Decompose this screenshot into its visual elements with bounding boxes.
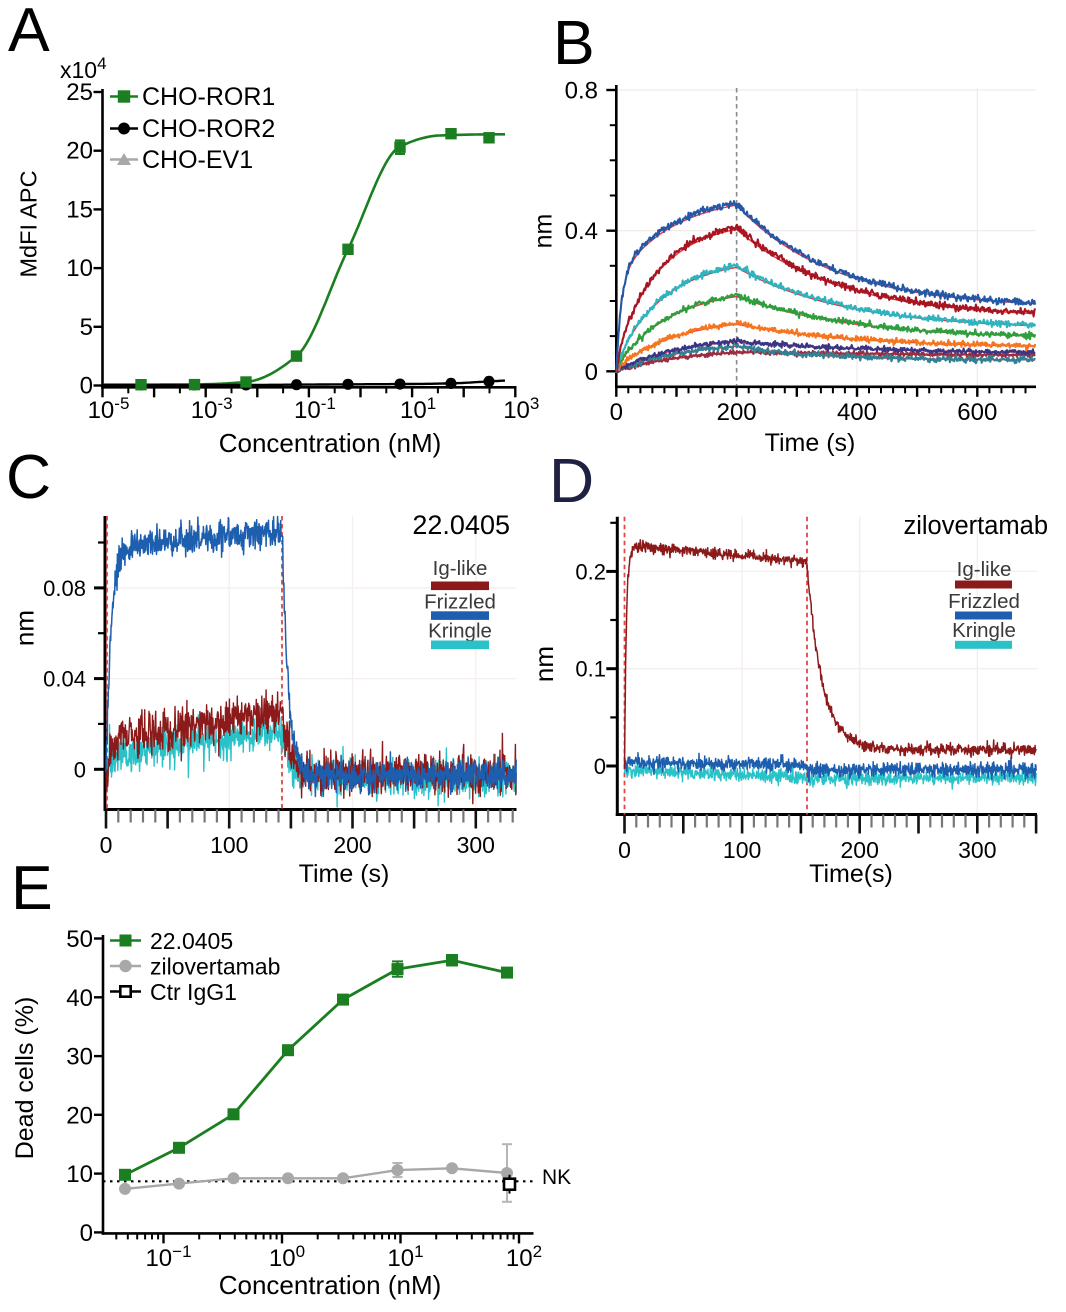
svg-text:Dead cells (%): Dead cells (%) [11, 997, 39, 1160]
svg-text:Time(s): Time(s) [809, 860, 893, 888]
svg-text:15: 15 [66, 196, 93, 223]
svg-text:20: 20 [66, 1102, 93, 1129]
svg-text:200: 200 [841, 837, 879, 863]
svg-text:40: 40 [66, 985, 93, 1012]
svg-text:Concentration (nM): Concentration (nM) [219, 428, 442, 458]
svg-text:nm: nm [10, 610, 40, 646]
svg-text:Ig-like: Ig-like [433, 557, 488, 580]
svg-text:CHO-EV1: CHO-EV1 [142, 146, 253, 174]
svg-text:Ctr IgG1: Ctr IgG1 [150, 979, 237, 1005]
svg-text:CHO-ROR2: CHO-ROR2 [142, 115, 275, 143]
svg-text:Time (s): Time (s) [299, 860, 390, 888]
svg-text:0: 0 [80, 373, 93, 400]
svg-text:30: 30 [66, 1044, 93, 1071]
svg-text:100: 100 [723, 837, 761, 863]
svg-text:A: A [8, 0, 50, 65]
svg-text:10: 10 [66, 1161, 93, 1188]
svg-text:C: C [6, 442, 51, 512]
svg-text:zilovertamab: zilovertamab [903, 512, 1048, 540]
svg-text:0.04: 0.04 [43, 667, 86, 692]
svg-text:300: 300 [457, 832, 495, 858]
svg-text:MdFI APC: MdFI APC [16, 170, 42, 277]
svg-text:0: 0 [618, 837, 631, 863]
svg-text:0.2: 0.2 [575, 559, 606, 584]
svg-text:zilovertamab: zilovertamab [150, 954, 280, 980]
svg-text:25: 25 [66, 79, 93, 106]
svg-text:0: 0 [594, 754, 606, 779]
svg-text:300: 300 [958, 837, 996, 863]
svg-text:22.0405: 22.0405 [150, 928, 233, 954]
svg-text:0: 0 [80, 1220, 93, 1247]
svg-text:Time (s): Time (s) [765, 429, 856, 457]
svg-text:nm: nm [529, 646, 559, 682]
svg-text:50: 50 [66, 926, 93, 953]
svg-text:22.0405: 22.0405 [412, 510, 510, 540]
svg-text:B: B [553, 8, 595, 78]
svg-text:D: D [549, 446, 594, 516]
svg-text:NK: NK [542, 1166, 571, 1189]
svg-text:600: 600 [957, 399, 997, 426]
svg-text:nm: nm [530, 214, 558, 249]
svg-text:100: 100 [210, 832, 248, 858]
svg-text:200: 200 [333, 832, 371, 858]
svg-text:0: 0 [100, 832, 113, 858]
svg-text:Concentration (nM): Concentration (nM) [219, 1270, 442, 1300]
svg-text:Frizzled: Frizzled [948, 590, 1020, 613]
svg-text:Kringle: Kringle [952, 619, 1016, 642]
svg-text:Frizzled: Frizzled [424, 591, 496, 614]
svg-text:0: 0 [610, 399, 623, 426]
svg-text:Ig-like: Ig-like [957, 558, 1012, 581]
svg-text:400: 400 [837, 399, 877, 426]
svg-text:Kringle: Kringle [428, 620, 492, 643]
svg-text:0.08: 0.08 [43, 576, 86, 601]
svg-text:200: 200 [717, 399, 757, 426]
svg-text:0.8: 0.8 [565, 78, 598, 105]
svg-text:0: 0 [585, 359, 598, 386]
svg-text:0: 0 [74, 757, 86, 782]
svg-text:10-5: 10-5 [88, 394, 130, 424]
svg-text:10: 10 [66, 255, 93, 282]
svg-text:E: E [11, 853, 53, 923]
svg-text:5: 5 [80, 314, 93, 341]
svg-text:0.1: 0.1 [575, 657, 606, 682]
svg-text:0.4: 0.4 [565, 218, 598, 245]
svg-text:20: 20 [66, 138, 93, 165]
svg-text:CHO-ROR1: CHO-ROR1 [142, 83, 275, 111]
